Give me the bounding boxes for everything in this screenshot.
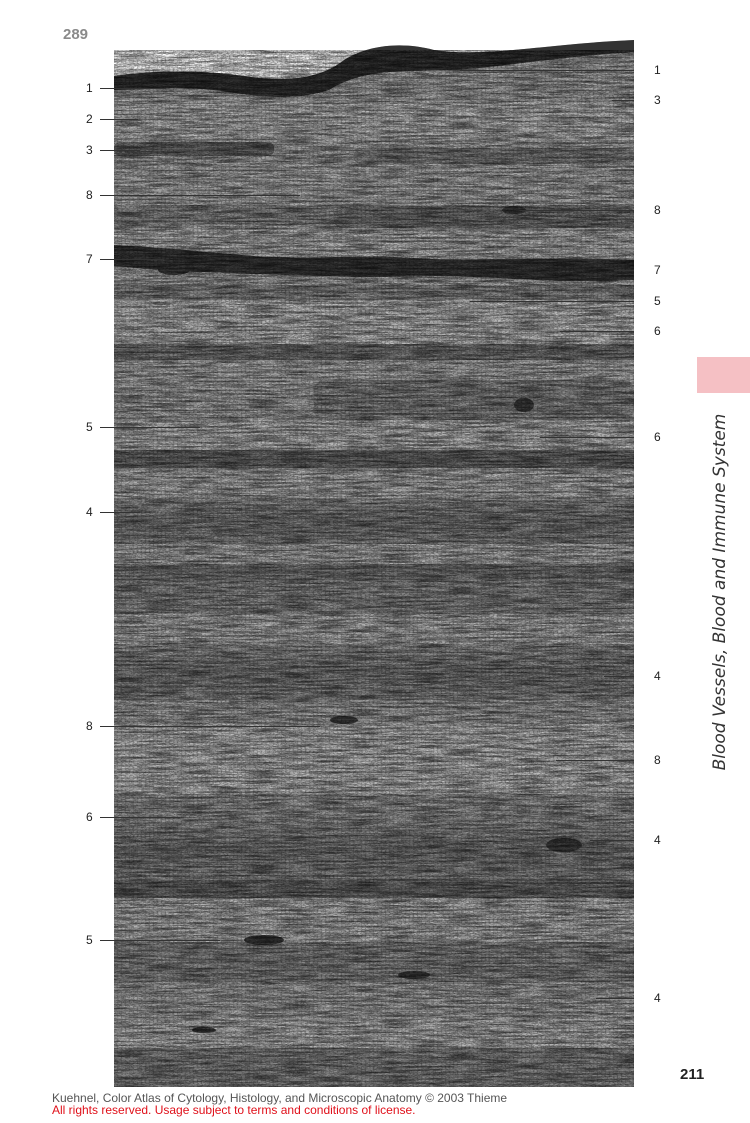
label-left-8: 8 xyxy=(86,188,93,202)
label-left-5: 5 xyxy=(86,420,93,434)
label-left-8b: 8 xyxy=(86,719,93,733)
micrograph-image xyxy=(114,30,634,1087)
label-left-5b: 5 xyxy=(86,933,93,947)
label-left-2: 2 xyxy=(86,112,93,126)
section-title: Blood Vessels, Blood and Immune System xyxy=(710,413,730,771)
copyright-credit: Kuehnel, Color Atlas of Cytology, Histol… xyxy=(52,1091,508,1105)
label-right-4: 4 xyxy=(654,669,661,683)
label-right-4c: 4 xyxy=(654,991,661,1005)
label-left-7: 7 xyxy=(86,252,93,266)
chapter-tab xyxy=(697,357,750,393)
label-right-1: 1 xyxy=(654,63,661,77)
label-left-1: 1 xyxy=(86,81,93,95)
label-right-4b: 4 xyxy=(654,833,661,847)
label-right-6: 6 xyxy=(654,324,661,338)
label-right-6b: 6 xyxy=(654,430,661,444)
label-right-7: 7 xyxy=(654,263,661,277)
figure-number: 289 xyxy=(63,26,89,43)
page-number: 211 xyxy=(680,1066,705,1083)
label-right-8b: 8 xyxy=(654,753,661,767)
label-right-8: 8 xyxy=(654,203,661,217)
label-left-4: 4 xyxy=(86,505,93,519)
label-right-3: 3 xyxy=(654,93,661,107)
label-left-6: 6 xyxy=(86,810,93,824)
label-right-5: 5 xyxy=(654,294,661,308)
label-left-3: 3 xyxy=(86,143,93,157)
license-notice: All rights reserved. Usage subject to te… xyxy=(52,1103,416,1117)
